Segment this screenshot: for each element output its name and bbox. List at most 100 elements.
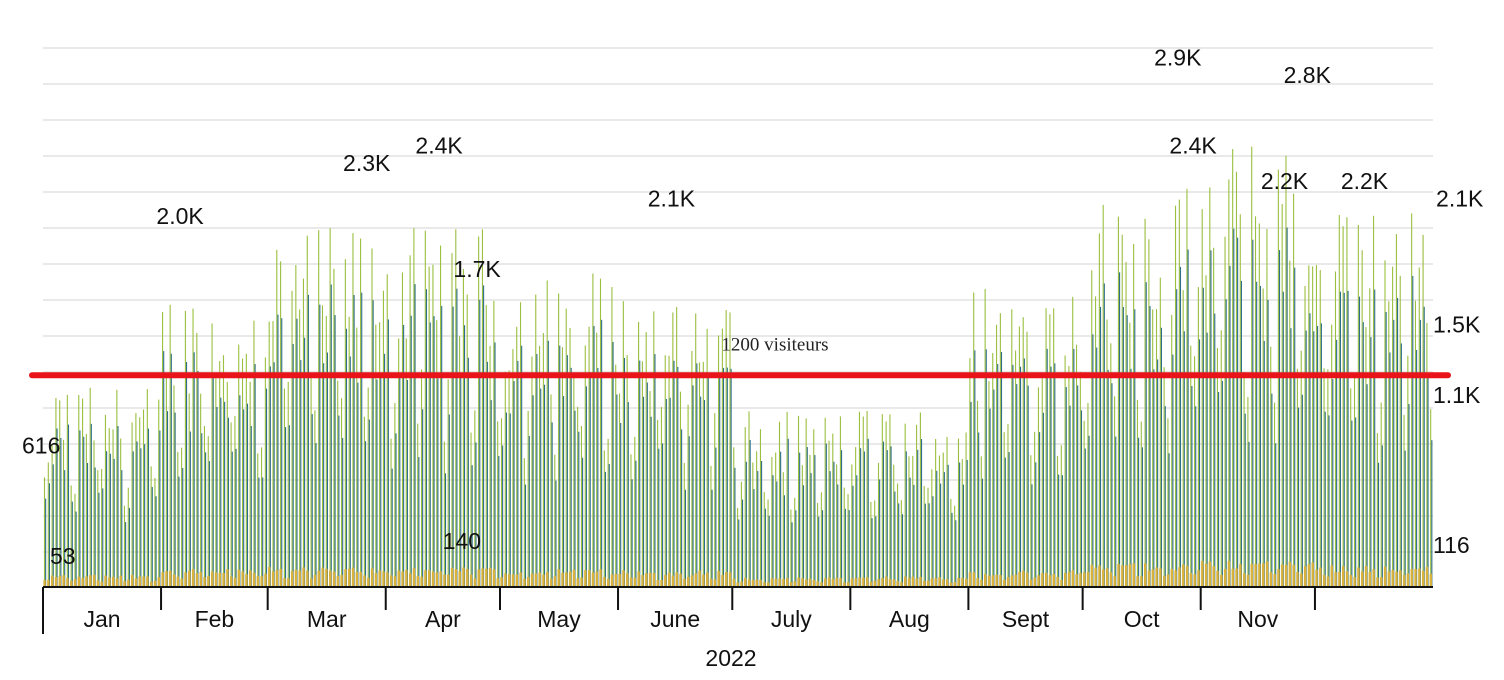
bar-small-series bbox=[774, 578, 777, 587]
bar-visits bbox=[120, 438, 122, 587]
bar-visits bbox=[146, 389, 148, 587]
bar-unique-visitors bbox=[307, 294, 309, 587]
bar-unique-visitors bbox=[1282, 291, 1284, 587]
bar-small-series bbox=[123, 581, 126, 587]
bar-visits bbox=[108, 428, 110, 587]
bar-small-series bbox=[1151, 569, 1154, 587]
bar-unique-visitors bbox=[406, 379, 408, 587]
bar-visits bbox=[211, 323, 213, 587]
bar-visits bbox=[592, 273, 594, 587]
bar-visits bbox=[1015, 350, 1017, 587]
bar-small-series bbox=[827, 577, 831, 587]
bar-small-series bbox=[1060, 579, 1063, 587]
bar-unique-visitors bbox=[578, 431, 580, 587]
bar-small-series bbox=[500, 577, 503, 587]
x-axis-year-label: 2022 bbox=[705, 645, 756, 671]
bar-visits bbox=[497, 421, 499, 587]
bar-unique-visitors bbox=[738, 519, 740, 587]
month-label: Feb bbox=[195, 606, 235, 632]
bar-unique-visitors bbox=[799, 452, 801, 587]
bar-small-series bbox=[229, 576, 233, 587]
bar-visits bbox=[310, 372, 312, 587]
bar-unique-visitors bbox=[1218, 392, 1220, 587]
bar-visits bbox=[348, 316, 350, 587]
bar-visits bbox=[386, 274, 388, 587]
bar-visits bbox=[794, 497, 796, 587]
bar-visits bbox=[801, 465, 803, 587]
bar-unique-visitors bbox=[235, 448, 237, 587]
bar-small-series bbox=[926, 580, 930, 587]
bar-unique-visitors bbox=[1088, 435, 1090, 587]
bar-visits bbox=[744, 427, 746, 587]
bar-visits bbox=[946, 436, 948, 587]
bar-unique-visitors bbox=[1092, 334, 1094, 587]
bar-unique-visitors bbox=[1031, 484, 1033, 587]
bar-unique-visitors bbox=[399, 374, 401, 587]
bar-visits bbox=[1190, 345, 1192, 587]
bar-small-series bbox=[153, 580, 157, 587]
bar-small-series bbox=[450, 568, 454, 587]
bar-visits bbox=[257, 453, 259, 587]
bar-unique-visitors bbox=[1061, 475, 1063, 587]
bar-visits bbox=[1380, 402, 1382, 587]
bar-visits bbox=[215, 372, 217, 587]
bar-small-series bbox=[378, 570, 381, 587]
bar-unique-visitors bbox=[502, 445, 504, 587]
bar-small-series bbox=[1197, 570, 1200, 587]
bar-small-series bbox=[309, 578, 313, 587]
bar-unique-visitors bbox=[250, 425, 252, 587]
bar-unique-visitors bbox=[304, 337, 306, 587]
bar-small-series bbox=[953, 582, 956, 587]
bar-unique-visitors bbox=[844, 508, 846, 587]
bar-small-series bbox=[793, 581, 796, 587]
bar-small-series bbox=[51, 575, 54, 587]
bar-unique-visitors bbox=[216, 406, 218, 587]
bar-unique-visitors bbox=[444, 473, 447, 587]
bar-small-series bbox=[968, 572, 972, 587]
bar-unique-visitors bbox=[1240, 280, 1242, 587]
bar-small-series bbox=[355, 572, 359, 587]
bar-small-series bbox=[321, 567, 324, 587]
bar-small-series bbox=[1254, 563, 1257, 587]
bar-small-series bbox=[218, 572, 221, 587]
bar-visits bbox=[508, 370, 510, 587]
bar-visits bbox=[836, 464, 838, 587]
bar-small-series bbox=[1277, 569, 1280, 587]
bar-visits bbox=[1342, 226, 1344, 587]
bar-small-series bbox=[904, 576, 907, 587]
bar-unique-visitors bbox=[658, 448, 660, 587]
bar-visits bbox=[409, 255, 411, 587]
bar-small-series bbox=[226, 569, 229, 587]
bar-unique-visitors bbox=[860, 448, 862, 587]
bar-small-series bbox=[188, 570, 191, 587]
bar-visits bbox=[1361, 250, 1363, 587]
bar-unique-visitors bbox=[1252, 239, 1254, 588]
bar-unique-visitors bbox=[98, 492, 100, 587]
bar-visits bbox=[1075, 344, 1078, 587]
bar-unique-visitors bbox=[1423, 306, 1425, 587]
bar-unique-visitors bbox=[1336, 339, 1338, 587]
bar-visits bbox=[249, 381, 251, 587]
bar-unique-visitors bbox=[719, 374, 721, 587]
month-label: Aug bbox=[889, 606, 930, 632]
bar-visits bbox=[405, 338, 407, 587]
bar-small-series bbox=[717, 571, 720, 587]
bar-unique-visitors bbox=[144, 444, 146, 587]
bar-small-series bbox=[1075, 574, 1078, 587]
bar-unique-visitors bbox=[1416, 350, 1418, 587]
bar-visits bbox=[1106, 319, 1108, 587]
data-label: 2.1K bbox=[648, 186, 696, 212]
bar-visits bbox=[447, 379, 449, 587]
bar-visits bbox=[1060, 445, 1062, 587]
bar-unique-visitors bbox=[837, 484, 839, 587]
bar-small-series bbox=[1376, 577, 1379, 587]
bar-small-series bbox=[290, 571, 294, 587]
bar-visits bbox=[1353, 374, 1356, 587]
bar-visits bbox=[573, 377, 575, 587]
bar-visits bbox=[485, 305, 487, 587]
bar-visits bbox=[1247, 397, 1249, 587]
bar-unique-visitors bbox=[193, 352, 195, 587]
bar-visits bbox=[858, 411, 861, 587]
bar-unique-visitors bbox=[254, 364, 256, 587]
bar-small-series bbox=[1387, 571, 1391, 587]
